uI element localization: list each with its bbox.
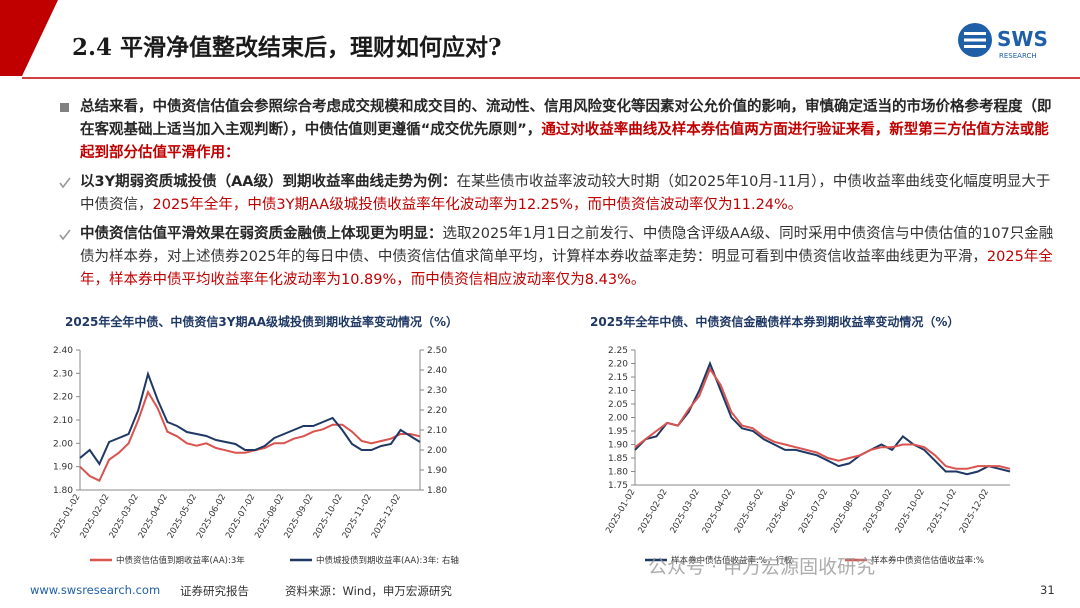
chart-title: 2025年全年中债、中债资信3Y期AA级城投债到期收益率变动情况（%）: [65, 314, 458, 329]
y2-tick-label: 1.90: [427, 466, 447, 476]
legend-label: 中债城投债到期收益率(AA):3年: 右轴: [316, 555, 459, 566]
legend-label: 样本券中债估值收益率:%，行权: [671, 555, 793, 566]
bullet-marker: [59, 229, 71, 241]
x-tick-label: 2025-04-02: [137, 493, 170, 541]
x-tick-label: 2025-07-02: [224, 493, 257, 541]
x-tick-label: 2025-10-02: [312, 493, 345, 541]
y-tick-label: 2.10: [53, 416, 73, 426]
y-tick-label: 2.10: [608, 387, 628, 397]
chart: 2025年全年中债、中债资信金融债样本券到期收益率变动情况（%） 1.75 1.80…: [590, 314, 1011, 566]
y2-tick-label: 2.10: [427, 426, 447, 436]
y-tick-label: 1.80: [53, 486, 73, 496]
x-tick-label: 2025-01-02: [49, 493, 82, 541]
bullet-list: 总结来看，中债资信估值会参照综合考虑成交规模和成交目的、流动性、信用风险变化等因…: [58, 96, 1058, 298]
slide-title: 2.4 平滑净值整改结束后，理财如何应对?: [72, 34, 502, 61]
page-number: 31: [1040, 583, 1055, 597]
y-tick-label: 2.00: [53, 439, 73, 449]
y-tick-label: 1.80: [608, 468, 628, 478]
x-tick-label: 2025-11-02: [926, 488, 959, 536]
x-tick-label: 2025-06-02: [195, 493, 228, 541]
watermark: 公众号 · 申万宏源固收研究: [648, 556, 876, 578]
legend-label: 中债资信估值到期收益率(AA):3年: [116, 555, 245, 566]
x-tick-label: 2025-04-02: [701, 488, 734, 536]
bullet-text: 2025年全年，样本券中债平均收益率年化波动率为10.89%，而中债资信相应波动…: [80, 249, 1053, 288]
footer-doc-type: 证券研究报告: [180, 584, 249, 598]
y2-tick-label: 2.40: [427, 366, 447, 376]
x-tick-label: 2025-09-02: [861, 488, 894, 536]
y-tick-label: 1.95: [608, 427, 628, 437]
y-tick-label: 1.85: [608, 454, 628, 464]
x-tick-label: 2025-02-02: [636, 488, 669, 536]
x-tick-label: 2025-11-02: [341, 493, 374, 541]
x-tick-label: 2025-07-02: [797, 488, 830, 536]
check-marker: [59, 229, 71, 241]
footer-website: www.swsresearch.com: [30, 583, 161, 597]
y-tick-label: 2.00: [608, 414, 628, 424]
y2-tick-label: 2.50: [427, 346, 447, 356]
logo-subtext: RESEARCH: [999, 52, 1037, 60]
x-tick-label: 2025-06-02: [765, 488, 798, 536]
series-line: [634, 366, 1011, 470]
header-accent: [0, 0, 58, 76]
bullet-text: 在某些债市收益率波动较大时期（如2025年10月-11月），中债收益率曲线变化幅…: [80, 174, 1051, 213]
y-tick-label: 1.75: [608, 481, 628, 491]
x-tick-label: 2025-09-02: [282, 493, 315, 541]
y-tick-label: 2.05: [608, 400, 628, 410]
x-tick-label: 2025-05-02: [166, 493, 199, 541]
bullet-text: 选取2025年1月1日之前发行、中债隐含评级AA级、同时采用中债资信与中债估值的…: [80, 226, 1054, 265]
bullet-marker: [59, 177, 71, 189]
bullet: 总结来看，中债资信估值会参照综合考虑成交规模和成交目的、流动性、信用风险变化等因…: [58, 96, 1058, 165]
series-line: [634, 360, 1011, 476]
y-tick-label: 2.20: [608, 360, 628, 370]
bullet: 以3Y期弱资质城投债（AA级）到期收益率曲线走势为例：在某些债市收益率波动较大时…: [58, 171, 1058, 217]
y-tick-label: 1.90: [53, 463, 73, 473]
x-tick-label: 2025-01-02: [604, 488, 637, 536]
x-tick-label: 2025-03-02: [669, 488, 702, 536]
x-tick-label: 2025-12-02: [370, 493, 403, 541]
x-tick-label: 2025-12-02: [958, 488, 991, 536]
x-tick-label: 2025-08-02: [829, 488, 862, 536]
y2-tick-label: 2.20: [427, 406, 447, 416]
bullet-text: 通过对收益率曲线及样本券估值两方面进行验证来看，新型第三方估值方法或能起到部分估…: [80, 122, 1049, 161]
bullet-text: 以3Y期弱资质城投债（AA级）到期收益率曲线走势为例：: [80, 174, 457, 190]
footer-source: 资料来源：Wind，申万宏源研究: [285, 584, 452, 598]
chart-title: 2025年全年中债、中债资信金融债样本券到期收益率变动情况（%）: [590, 314, 959, 329]
x-tick-label: 2025-08-02: [253, 493, 286, 541]
y-tick-label: 2.20: [53, 393, 73, 403]
x-tick-label: 2025-03-02: [108, 493, 141, 541]
header-graphics: SWS RESEARCH: [0, 0, 1080, 79]
y2-tick-label: 2.30: [427, 386, 447, 396]
bullet: 中债资信估值平滑效果在弱资质金融债上体现更为明显：选取2025年1月1日之前发行…: [58, 223, 1058, 292]
logo-mark: [958, 23, 992, 57]
y-tick-label: 2.40: [53, 346, 73, 356]
bullet-text: 2025年全年，中债3Y期AA级城投债收益率年化波动率为12.25%，而中债资信…: [152, 197, 803, 213]
legend-label: 样本券中债资信估值收益率:%: [871, 555, 984, 566]
y-tick-label: 2.30: [53, 369, 73, 379]
bullet-marker: [60, 103, 69, 112]
x-tick-label: 2025-05-02: [733, 488, 766, 536]
x-tick-label: 2025-10-02: [894, 488, 927, 536]
bullet-text: 中债资信估值平滑效果在弱资质金融债上体现更为明显：: [80, 226, 443, 242]
bullet-text: 总结来看，中债资信估值会参照综合考虑成交规模和成交目的、流动性、信用风险变化等因…: [80, 99, 1052, 138]
y-tick-label: 1.90: [608, 441, 628, 451]
y2-tick-label: 2.00: [427, 446, 447, 456]
x-tick-label: 2025-02-02: [78, 493, 111, 541]
y-tick-label: 2.25: [608, 346, 628, 356]
series-line: [79, 389, 421, 483]
logo-text: SWS: [997, 27, 1048, 51]
check-marker: [59, 177, 71, 189]
chart: 2025年全年中债、中债资信3Y期AA级城投债到期收益率变动情况（%） 1.80 1…: [49, 314, 459, 566]
y2-tick-label: 1.80: [427, 486, 447, 496]
square-marker: [60, 103, 69, 112]
series-line: [79, 370, 421, 467]
y-tick-label: 2.15: [608, 373, 628, 383]
